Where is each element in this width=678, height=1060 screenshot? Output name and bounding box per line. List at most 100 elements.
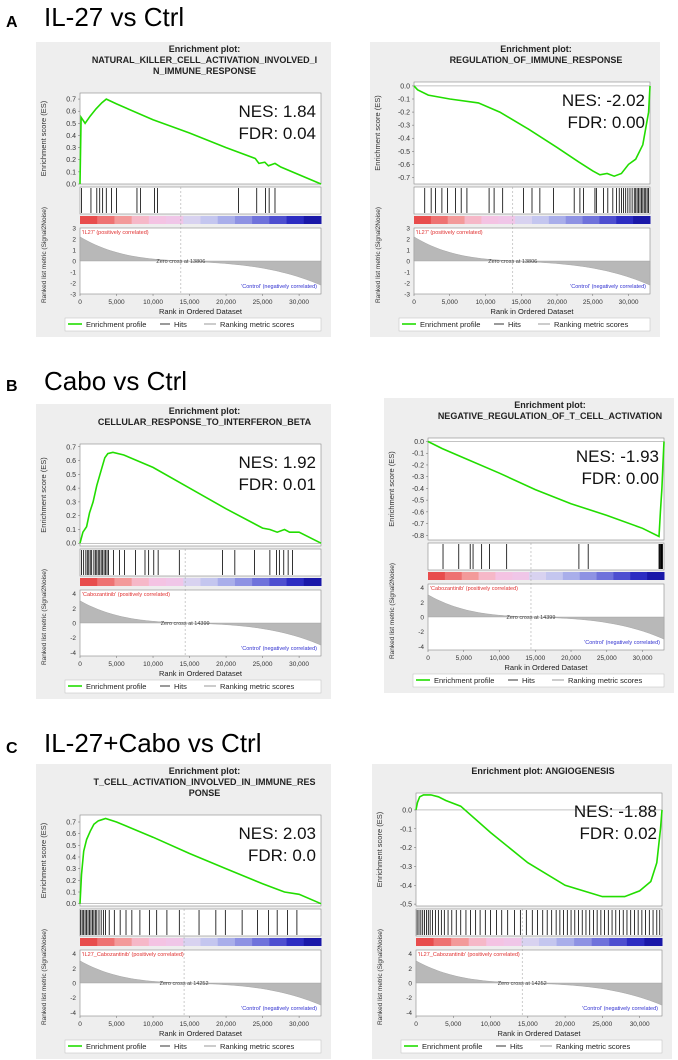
section-title-b: Cabo vs Ctrl xyxy=(44,366,188,396)
rank-color-band xyxy=(532,216,550,224)
y-tick-label: 0.4 xyxy=(66,855,76,862)
es-plot-area xyxy=(79,92,322,185)
y-tick-label: -0.6 xyxy=(412,509,424,516)
rank-color-band xyxy=(131,938,150,946)
zero-cross-label: Zero cross at 13806 xyxy=(488,259,537,265)
y-tick-label: 0.6 xyxy=(66,109,76,116)
zero-cross-label: Zero cross at 14252 xyxy=(498,981,547,987)
rank-color-band xyxy=(286,938,305,946)
fdr-value: FDR: 0.02 xyxy=(580,824,657,843)
nes-value: NES: 2.03 xyxy=(239,824,317,843)
metric-tick-label: -2 xyxy=(418,629,424,636)
positive-correlation-label: 'IL27' (positively correlated) xyxy=(416,230,483,236)
plot-title-line: T_CELL_ACTIVATION_INVOLVED_IN_IMMUNE_RES xyxy=(93,777,315,787)
y-tick-label: -0.4 xyxy=(400,883,412,890)
fdr-value: FDR: 0.04 xyxy=(239,124,316,143)
rank-color-band xyxy=(591,938,610,946)
metric-tick-label: 1 xyxy=(406,248,410,255)
rank-color-band xyxy=(269,578,288,586)
x-tick-label: 5,000 xyxy=(445,1021,462,1028)
y-tick-label: -0.5 xyxy=(400,902,412,909)
nes-value: NES: -1.93 xyxy=(576,447,659,466)
rank-color-band xyxy=(433,938,452,946)
legend-label-metric: Ranking metric scores xyxy=(220,682,294,691)
x-tick-label: 10,000 xyxy=(490,655,510,662)
rank-color-band xyxy=(630,572,648,580)
plot-title-line: Enrichment plot: xyxy=(169,44,241,54)
rank-color-band xyxy=(286,578,305,586)
plot-title-line: Enrichment plot: ANGIOGENESIS xyxy=(471,766,614,776)
hits-area xyxy=(79,186,322,215)
y-tick-label: 0.5 xyxy=(66,843,76,850)
y-tick-label: 0.5 xyxy=(66,121,76,128)
y-tick-label: -0.4 xyxy=(398,136,410,143)
gsea-panel-c-left: Enrichment plot:T_CELL_ACTIVATION_INVOLV… xyxy=(36,764,331,1059)
x-tick-label: 5,000 xyxy=(108,299,125,306)
section-label-b: B xyxy=(6,378,18,395)
rank-color-band xyxy=(114,938,133,946)
rank-color-band xyxy=(252,938,270,946)
metric-tick-label: 0 xyxy=(420,615,424,622)
ranking-metric-area xyxy=(427,594,665,640)
legend-label-metric: Ranking metric scores xyxy=(556,1042,630,1051)
y-tick-label: 0.1 xyxy=(66,527,76,534)
x-axis-label: Rank in Ordered Dataset xyxy=(498,1029,582,1038)
nes-value: NES: 1.92 xyxy=(239,453,317,472)
metric-tick-label: 2 xyxy=(420,600,424,607)
rank-color-band xyxy=(582,216,600,224)
legend-label-hits: Hits xyxy=(508,320,521,329)
y-tick-label: -0.1 xyxy=(400,826,412,833)
rank-color-band xyxy=(481,216,499,224)
es-axis-label: Enrichment score (ES) xyxy=(387,451,396,527)
metric-tick-label: 4 xyxy=(72,591,76,598)
x-tick-label: 15,000 xyxy=(518,1021,538,1028)
x-tick-label: 30,000 xyxy=(289,1021,309,1028)
rank-color-band xyxy=(166,938,184,946)
x-tick-label: 15,000 xyxy=(180,661,200,668)
legend-label-hits: Hits xyxy=(510,1042,523,1051)
rank-color-band xyxy=(200,578,219,586)
metric-tick-label: -4 xyxy=(70,650,76,657)
es-axis-label: Enrichment score (ES) xyxy=(39,100,48,176)
y-tick-label: 0.0 xyxy=(66,182,76,189)
legend-label-profile: Enrichment profile xyxy=(86,682,146,691)
rank-color-band xyxy=(416,938,435,946)
rank-color-band xyxy=(148,938,167,946)
plot-title-line: NATURAL_KILLER_CELL_ACTIVATION_INVOLVED_… xyxy=(92,55,317,65)
metric-tick-label: 0 xyxy=(72,981,76,988)
rank-color-band xyxy=(234,578,253,586)
enrichment-profile-line xyxy=(79,817,322,905)
hits-area xyxy=(427,542,665,571)
negative-correlation-label: 'Control' (negatively correlated) xyxy=(241,646,317,652)
x-tick-label: 5,000 xyxy=(456,655,473,662)
y-tick-label: -0.1 xyxy=(412,451,424,458)
legend-label-profile: Enrichment profile xyxy=(420,320,480,329)
legend-label-hits: Hits xyxy=(174,320,187,329)
plot-title-line: REGULATION_OF_IMMUNE_RESPONSE xyxy=(450,55,623,65)
y-tick-label: 0.2 xyxy=(66,513,76,520)
x-tick-label: 30,000 xyxy=(289,661,309,668)
legend-box xyxy=(398,317,651,332)
rank-color-band xyxy=(428,572,446,580)
y-tick-label: 0.6 xyxy=(66,831,76,838)
metric-tick-label: 0 xyxy=(408,981,412,988)
y-tick-label: -0.7 xyxy=(398,175,410,182)
x-tick-label: 5,000 xyxy=(442,299,459,306)
x-tick-label: 10,000 xyxy=(476,299,496,306)
metric-tick-label: -2 xyxy=(406,995,412,1002)
x-tick-label: 20,000 xyxy=(216,661,236,668)
rank-color-band xyxy=(495,572,513,580)
positive-correlation-label: 'Cabozantinib' (positively correlated) xyxy=(430,586,518,592)
rank-color-band xyxy=(166,578,184,586)
rank-color-band xyxy=(97,216,115,224)
rank-color-band xyxy=(131,578,150,586)
x-tick-label: 30,000 xyxy=(289,299,309,306)
x-tick-label: 25,000 xyxy=(597,655,617,662)
rank-color-band xyxy=(521,938,540,946)
x-tick-label: 0 xyxy=(78,1021,82,1028)
enrichment-profile-line xyxy=(415,794,663,898)
plot-title-line: N_IMMUNE_RESPONSE xyxy=(153,66,256,76)
fdr-value: FDR: 0.0 xyxy=(248,846,316,865)
section-label-a: A xyxy=(6,14,18,31)
rank-color-band xyxy=(512,572,530,580)
